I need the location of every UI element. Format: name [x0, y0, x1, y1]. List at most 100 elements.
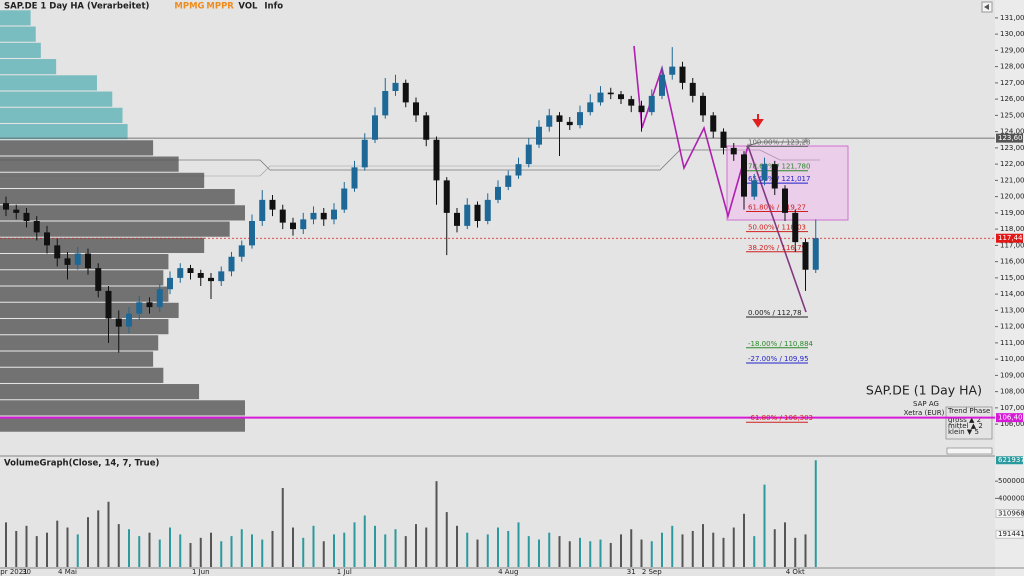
- x-tick-label: 30: [22, 568, 31, 576]
- scroll-icon: [984, 4, 989, 10]
- volume-bar: [230, 536, 233, 567]
- volume-bar: [568, 541, 571, 567]
- x-tick-label: 4 Okt: [786, 568, 805, 576]
- phase-row: klein ▼ 5: [948, 428, 979, 436]
- volume-profile-bar: [0, 384, 200, 400]
- volume-profile-bar: [0, 221, 230, 237]
- fib-label: 78.60% / 121,780: [748, 163, 810, 171]
- volume-bar: [712, 532, 715, 567]
- volume-bar: [281, 488, 284, 567]
- candle-body: [413, 102, 419, 116]
- volume-bar: [117, 524, 120, 567]
- volume-bar: [517, 522, 520, 567]
- y-tick-label: 122,00: [1000, 160, 1024, 168]
- volume-bar: [497, 527, 499, 567]
- volume-bar: [415, 524, 417, 567]
- volume-bar: [425, 527, 428, 567]
- volume-bar: [804, 534, 807, 567]
- x-tick-label: 31: [627, 568, 636, 576]
- candle-body: [648, 95, 655, 113]
- candle-body: [44, 232, 50, 246]
- volume-bar: [343, 532, 346, 567]
- volume-bar: [107, 501, 110, 567]
- volume-profile-bar: [0, 189, 235, 205]
- phase-title: Trend Phase: [947, 407, 990, 415]
- candle-body: [556, 115, 563, 122]
- volume-bar: [220, 541, 223, 567]
- x-tick-label: 4 Mai: [58, 568, 77, 576]
- candle-body: [259, 199, 266, 221]
- volume-bar: [179, 534, 182, 567]
- candle-body: [607, 92, 614, 95]
- candle-body: [720, 131, 727, 148]
- candle-body: [320, 212, 327, 220]
- volume-bar: [148, 532, 151, 567]
- volume-bar: [691, 530, 694, 567]
- volume-profile-bar: [0, 26, 36, 42]
- volume-profile-bar: [0, 270, 164, 286]
- volume-bar: [333, 534, 335, 567]
- y-tick-label: 129,00: [1000, 46, 1024, 54]
- volume-bar: [76, 534, 79, 567]
- y-tick-label: 128,00: [1000, 63, 1024, 71]
- candle-body: [74, 253, 81, 265]
- volume-bar: [312, 525, 315, 567]
- volume-bar: [394, 529, 397, 567]
- fib-label: -27.00% / 109,95: [748, 355, 809, 363]
- fib-label: -18.00% / 110,884: [748, 340, 814, 348]
- y-tick-label: 125,00: [1000, 111, 1024, 119]
- volume-bar: [138, 536, 141, 567]
- volume-bar: [630, 529, 633, 567]
- y-tick-label: 106,00: [1000, 420, 1024, 428]
- candle-body: [761, 164, 768, 181]
- candle-body: [177, 268, 184, 278]
- candle-body: [566, 121, 573, 126]
- volume-bar: [548, 532, 551, 567]
- y-tick-label: 109,00: [1000, 371, 1024, 379]
- candle-body: [95, 268, 102, 291]
- volume-bar: [66, 527, 69, 567]
- candle-body: [689, 82, 696, 96]
- candle-body: [33, 221, 40, 233]
- candle-body: [361, 139, 368, 168]
- candle-body: [249, 221, 255, 246]
- volume-marker-label: 3109688: [998, 510, 1024, 518]
- candle-body: [525, 144, 532, 165]
- volume-bar: [302, 537, 305, 567]
- volume-profile-bar: [0, 335, 159, 351]
- candle-body: [3, 203, 9, 210]
- candle-body: [792, 212, 799, 243]
- y-tick-label: 115,00: [1000, 274, 1024, 282]
- volume-marker-tag: [995, 529, 1024, 539]
- candle-body: [546, 115, 553, 127]
- volume-bar: [784, 522, 786, 567]
- price-tag-label: 123,60: [998, 134, 1023, 142]
- volume-profile-bar: [0, 107, 123, 123]
- y-tick-label: 110,00: [1000, 355, 1024, 363]
- candle-body: [269, 199, 276, 210]
- volume-marker-tag: [995, 509, 1024, 518]
- info-exchange: Xetra (EUR): [904, 409, 945, 417]
- y-tick-label: 112,00: [1000, 323, 1024, 331]
- candle-body: [628, 99, 635, 106]
- volume-bar: [445, 512, 448, 567]
- y-tick-label: 4000000: [998, 494, 1024, 502]
- candle-body: [587, 102, 594, 113]
- volume-bar: [189, 542, 192, 567]
- candle-body: [392, 82, 399, 91]
- candle-body: [751, 180, 758, 197]
- volume-profile-bar: [0, 286, 169, 302]
- phase-row: gross ▲ 2: [948, 416, 981, 424]
- fib-label: 100.00% / 123,28: [748, 138, 810, 146]
- volume-profile-bar: [0, 140, 154, 156]
- fib-label: 0.00% / 112,78: [748, 309, 802, 317]
- candle-body: [136, 302, 143, 314]
- volume-bar: [97, 510, 100, 567]
- volume-bar: [5, 522, 7, 567]
- volume-bar: [753, 536, 756, 567]
- volume-bar: [527, 536, 530, 567]
- candle-body: [300, 219, 307, 230]
- y-tick-label: 5000000: [998, 477, 1024, 485]
- volume-bar: [579, 537, 581, 567]
- info-title: SAP.DE (1 Day HA): [866, 383, 982, 398]
